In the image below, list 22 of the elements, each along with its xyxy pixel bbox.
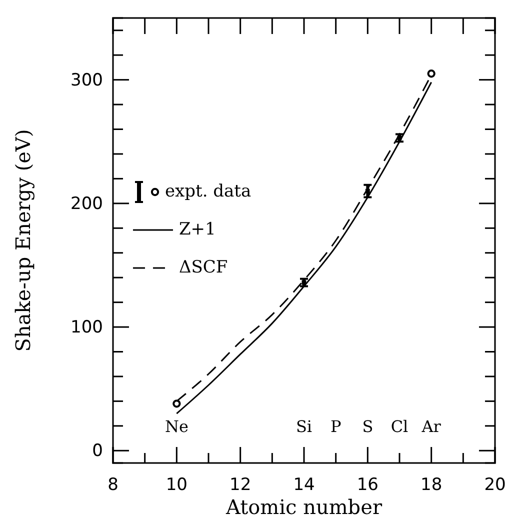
annotation: Ne (164, 417, 188, 436)
annotation: Cl (390, 417, 408, 436)
annotation: P (330, 417, 342, 436)
legend-label: expt. data (165, 181, 252, 202)
x-tick-label: 16 (356, 474, 378, 495)
annotation: S (362, 417, 374, 436)
y-tick-label: 100 (70, 317, 103, 338)
annotation: Si (296, 417, 312, 436)
legend-label: ΔSCF (179, 257, 228, 278)
y-tick-label: 0 (92, 441, 103, 462)
legend-label: Z+1 (179, 219, 216, 240)
x-tick-label: 14 (293, 474, 315, 495)
x-tick-label: 18 (420, 474, 442, 495)
x-tick-label: 10 (166, 474, 188, 495)
y-tick-label: 200 (70, 194, 103, 214)
y-axis-title: Shake-up Energy (eV) (11, 129, 35, 352)
annotation: Ar (420, 417, 442, 436)
x-tick-label: 20 (484, 474, 505, 495)
x-tick-label: 8 (108, 474, 118, 495)
x-axis-title: Atomic number (224, 495, 382, 519)
x-tick-label: 12 (230, 474, 252, 495)
y-tick-label: 300 (70, 70, 103, 90)
